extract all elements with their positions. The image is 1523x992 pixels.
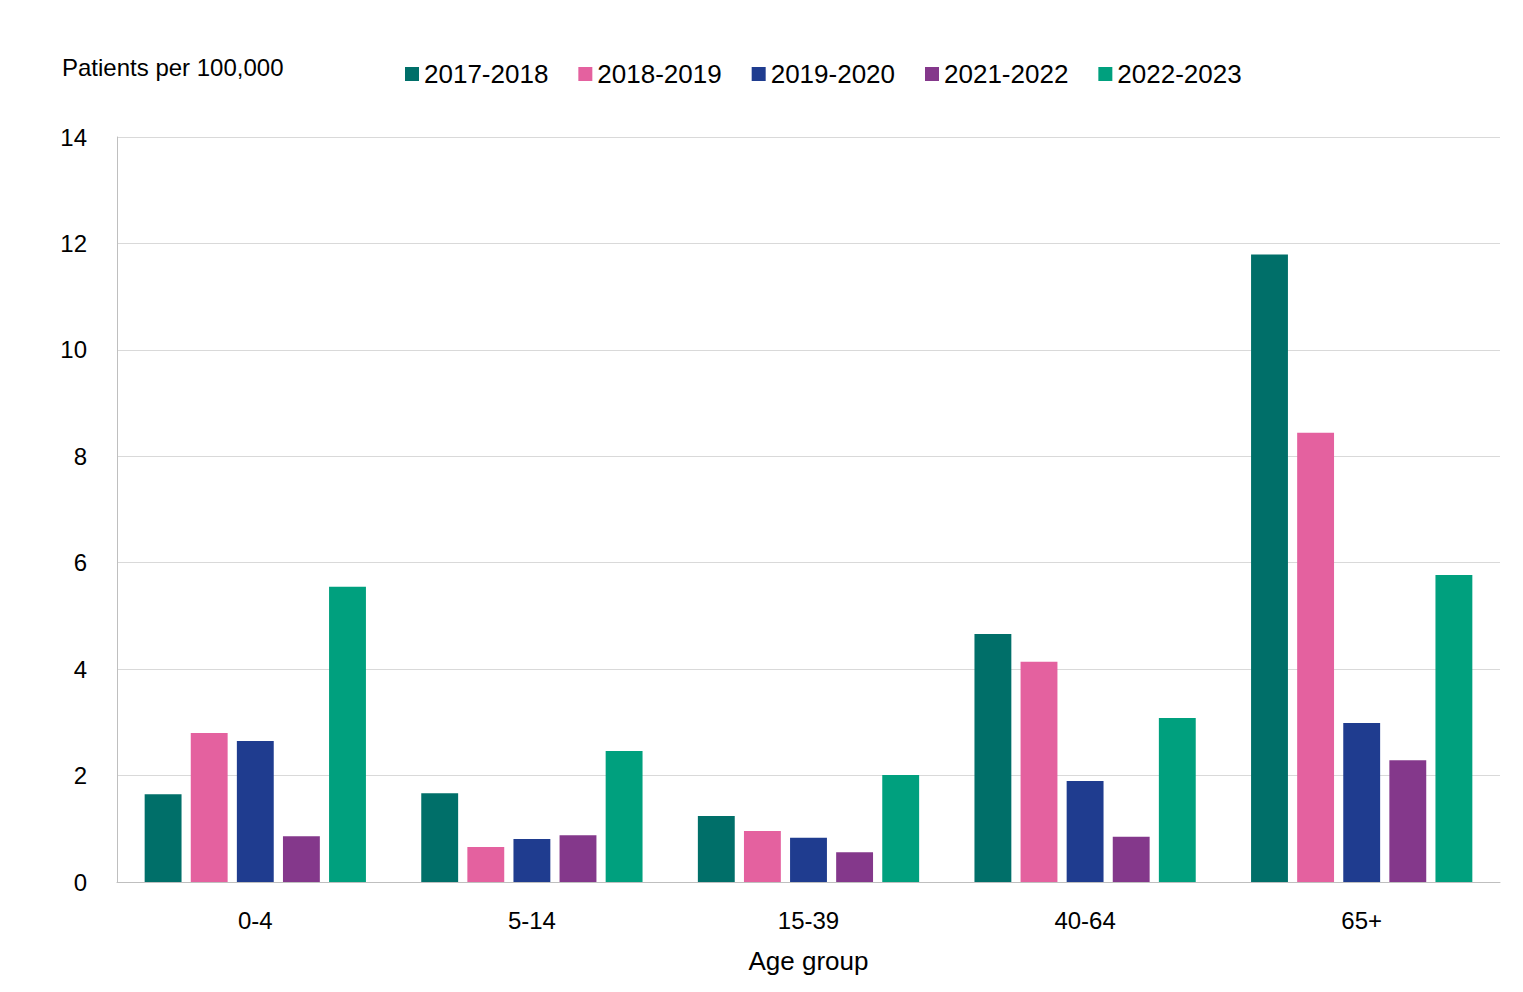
svg-text:Patients per 100,000: Patients per 100,000 bbox=[62, 54, 284, 81]
svg-text:0: 0 bbox=[74, 869, 87, 896]
svg-text:2019-2020: 2019-2020 bbox=[771, 59, 895, 89]
svg-text:0-4: 0-4 bbox=[238, 907, 273, 934]
svg-text:40-64: 40-64 bbox=[1054, 907, 1115, 934]
svg-text:2017-2018: 2017-2018 bbox=[424, 59, 548, 89]
svg-text:Age group: Age group bbox=[749, 946, 869, 976]
svg-text:2022-2023: 2022-2023 bbox=[1117, 59, 1241, 89]
svg-text:4: 4 bbox=[74, 656, 87, 683]
svg-text:2018-2019: 2018-2019 bbox=[597, 59, 721, 89]
svg-text:5-14: 5-14 bbox=[508, 907, 556, 934]
svg-text:65+: 65+ bbox=[1341, 907, 1382, 934]
svg-text:2: 2 bbox=[74, 762, 87, 789]
svg-text:6: 6 bbox=[74, 549, 87, 576]
svg-text:15-39: 15-39 bbox=[778, 907, 839, 934]
svg-text:14: 14 bbox=[60, 124, 87, 151]
svg-text:8: 8 bbox=[74, 443, 87, 470]
svg-text:2021-2022: 2021-2022 bbox=[944, 59, 1068, 89]
svg-text:10: 10 bbox=[60, 336, 87, 363]
svg-text:12: 12 bbox=[60, 230, 87, 257]
